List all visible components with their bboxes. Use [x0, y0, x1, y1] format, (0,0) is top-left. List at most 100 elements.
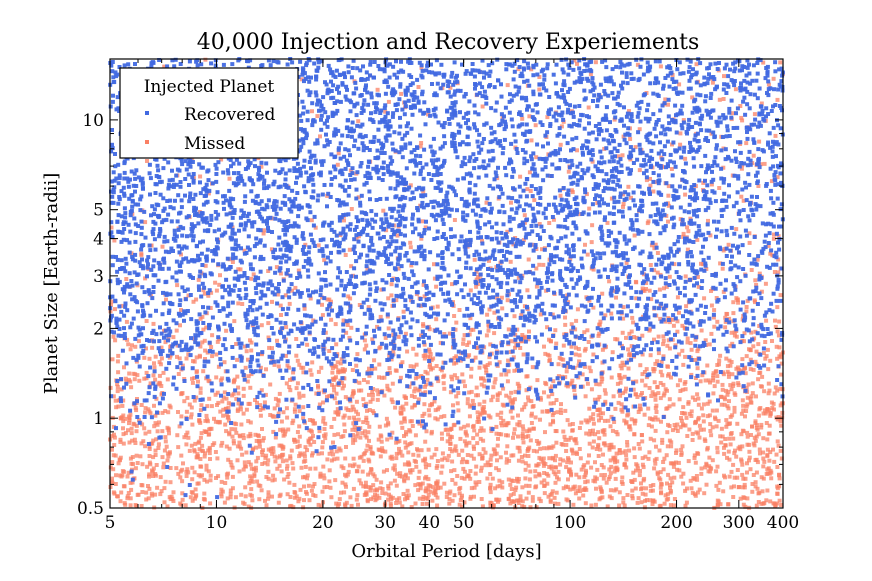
point-missed [552, 495, 557, 500]
point-missed [564, 449, 569, 453]
point-missed [709, 289, 713, 293]
point-missed [377, 495, 382, 500]
point-recovered [708, 110, 713, 114]
point-missed [653, 406, 658, 410]
point-missed [457, 502, 462, 507]
point-missed [148, 381, 153, 386]
point-recovered [397, 379, 402, 384]
point-missed [271, 429, 276, 434]
point-missed [440, 464, 445, 469]
point-missed [679, 474, 684, 479]
point-missed [479, 376, 483, 381]
point-missed [462, 333, 467, 338]
point-missed [760, 489, 765, 494]
point-missed [299, 465, 304, 470]
point-missed [419, 448, 424, 453]
point-missed [208, 501, 213, 506]
point-missed [130, 438, 135, 443]
point-recovered [130, 204, 135, 209]
point-missed [444, 495, 449, 499]
point-missed [316, 451, 321, 456]
point-recovered [286, 219, 291, 224]
point-missed [127, 377, 131, 382]
point-missed [249, 276, 254, 281]
point-missed [327, 349, 332, 353]
point-missed [758, 451, 762, 456]
point-missed [121, 432, 126, 437]
point-missed [393, 405, 398, 410]
point-recovered [254, 241, 259, 246]
point-missed [193, 441, 198, 446]
point-missed [666, 373, 670, 378]
point-recovered [676, 339, 681, 344]
point-recovered [642, 347, 647, 352]
point-missed [559, 411, 564, 415]
point-missed [729, 360, 734, 364]
point-recovered [259, 160, 264, 165]
point-recovered [359, 193, 364, 198]
point-missed [494, 497, 499, 502]
point-missed [722, 74, 726, 79]
point-missed [286, 427, 291, 432]
point-missed [761, 411, 766, 416]
point-missed [683, 156, 688, 161]
point-recovered [443, 205, 448, 210]
point-recovered [487, 201, 492, 206]
point-missed [613, 337, 618, 342]
point-missed [165, 458, 170, 463]
point-missed [171, 335, 176, 340]
point-recovered [591, 261, 596, 266]
point-missed [727, 474, 732, 479]
point-missed [185, 430, 190, 435]
point-missed [612, 469, 617, 474]
point-missed [770, 339, 774, 343]
point-recovered [410, 269, 415, 274]
point-missed [356, 464, 361, 469]
point-missed [526, 463, 531, 468]
point-missed [510, 415, 515, 420]
point-recovered [310, 101, 315, 106]
point-recovered [129, 321, 134, 326]
point-recovered [603, 76, 608, 81]
point-missed [389, 282, 394, 287]
point-recovered [337, 90, 341, 95]
point-missed [776, 443, 781, 448]
point-missed [542, 491, 547, 496]
point-missed [761, 450, 766, 455]
point-missed [594, 486, 598, 491]
point-recovered [269, 326, 274, 330]
point-recovered [202, 359, 207, 364]
point-recovered [589, 249, 594, 254]
point-missed [495, 412, 500, 417]
point-recovered [711, 338, 716, 343]
point-recovered [247, 247, 252, 252]
point-missed [442, 332, 447, 336]
point-missed [666, 472, 671, 477]
point-missed [370, 393, 375, 397]
point-missed [329, 299, 333, 304]
point-missed [144, 346, 148, 351]
point-missed [213, 280, 218, 285]
point-missed [633, 145, 638, 150]
point-missed [401, 407, 406, 412]
point-missed [112, 435, 117, 440]
point-recovered [494, 277, 499, 282]
point-recovered [503, 122, 508, 127]
point-recovered [565, 159, 570, 164]
point-missed [156, 442, 161, 447]
point-recovered [125, 284, 130, 289]
point-missed [159, 345, 164, 350]
point-missed [658, 381, 663, 385]
point-missed [532, 198, 537, 203]
point-missed [336, 410, 341, 415]
point-missed [727, 436, 732, 441]
point-missed [675, 467, 680, 472]
point-missed [356, 195, 361, 200]
point-recovered [705, 163, 710, 168]
point-missed [627, 331, 632, 336]
point-missed [440, 436, 444, 441]
point-recovered [173, 198, 177, 203]
point-missed [516, 458, 521, 463]
point-recovered [321, 237, 326, 242]
point-recovered [616, 90, 621, 95]
